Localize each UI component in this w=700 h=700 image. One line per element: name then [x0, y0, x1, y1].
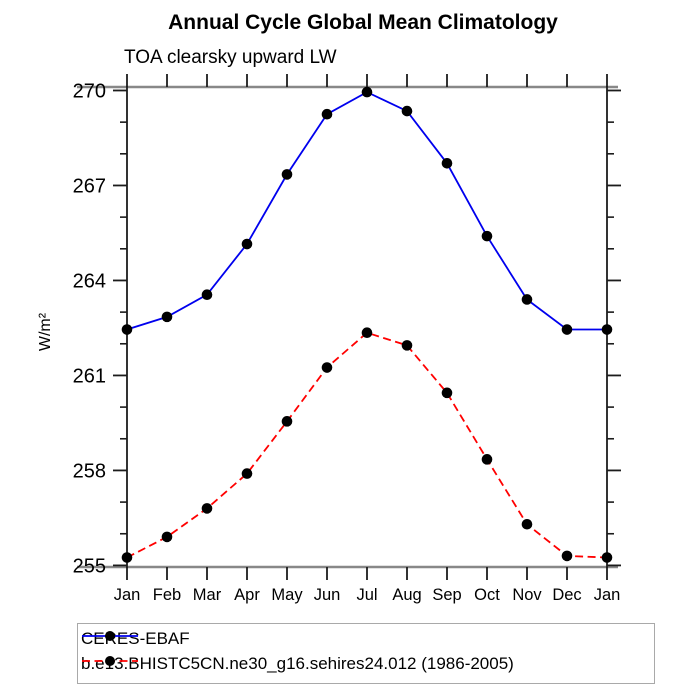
- series: [121, 86, 613, 563]
- y-tick-label: 261: [73, 365, 106, 387]
- legend-swatch: [82, 631, 138, 641]
- data-point: [481, 454, 493, 465]
- legend-marker: [105, 656, 115, 666]
- data-point: [161, 531, 173, 543]
- data-point: [361, 327, 373, 338]
- data-point: [521, 518, 533, 530]
- y-tick-label: 255: [73, 555, 106, 577]
- data-point: [121, 552, 133, 563]
- data-point: [281, 416, 293, 427]
- x-tick-label: Jan: [114, 586, 141, 604]
- x-tick-label: Mar: [193, 586, 222, 604]
- x-tick-label: Aug: [392, 586, 421, 604]
- series-line-1: [126, 331, 608, 559]
- data-point: [161, 311, 173, 323]
- data-point: [201, 289, 213, 301]
- legend: CERES-EBAF b.e13.BHISTC5CN.ne30_g16.sehir…: [77, 623, 655, 684]
- x-tick-label: Oct: [474, 586, 500, 604]
- axes: Jan Feb Mar Apr May Jun Jul Aug Sep Oct Nov Dec Jan 2…: [73, 74, 621, 604]
- series-line-0: [126, 91, 607, 331]
- data-point: [241, 468, 253, 479]
- chart-title: Annual Cycle Global Mean Climatology: [168, 11, 558, 34]
- data-point: [401, 340, 413, 351]
- data-point: [521, 294, 533, 305]
- x-tick-label: Apr: [234, 586, 260, 604]
- chart-subtitle: TOA clearsky upward LW: [124, 47, 337, 68]
- legend-label: b.e13.BHISTC5CN.ne30_g16.sehires24.012 (…: [81, 653, 514, 673]
- data-point: [441, 158, 453, 169]
- x-tick-label: Feb: [153, 586, 181, 604]
- data-point: [321, 108, 333, 120]
- data-point: [441, 387, 453, 399]
- y-tick-label: 270: [73, 80, 106, 102]
- data-point: [561, 324, 573, 335]
- data-point: [601, 552, 613, 563]
- data-point: [401, 105, 413, 117]
- data-point: [201, 503, 213, 514]
- x-tick-label: Jul: [356, 586, 377, 604]
- y-axis-label: W/m²: [37, 312, 54, 351]
- y-tick-label: 258: [73, 460, 106, 482]
- x-tick-label: May: [271, 586, 303, 604]
- data-point: [241, 238, 253, 250]
- legend-marker: [105, 631, 115, 641]
- legend-item: b.e13.BHISTC5CN.ne30_g16.sehires24.012 (…: [80, 651, 514, 676]
- data-point: [601, 324, 613, 335]
- data-point: [561, 550, 573, 562]
- legend-swatch: [82, 656, 138, 666]
- data-point: [481, 230, 493, 242]
- legend-item: CERES-EBAF: [80, 626, 190, 651]
- x-tick-label: Nov: [512, 586, 542, 604]
- x-tick-label: Dec: [552, 586, 581, 604]
- x-tick-label: Jun: [314, 586, 341, 604]
- x-tick-label: Sep: [432, 586, 461, 604]
- x-tick-label: Jan: [594, 586, 621, 604]
- y-tick-label: 264: [73, 270, 106, 292]
- y-tick-label: 267: [73, 175, 106, 197]
- data-point: [281, 169, 293, 180]
- data-point: [321, 362, 333, 373]
- data-point: [121, 324, 133, 335]
- data-point: [361, 86, 373, 98]
